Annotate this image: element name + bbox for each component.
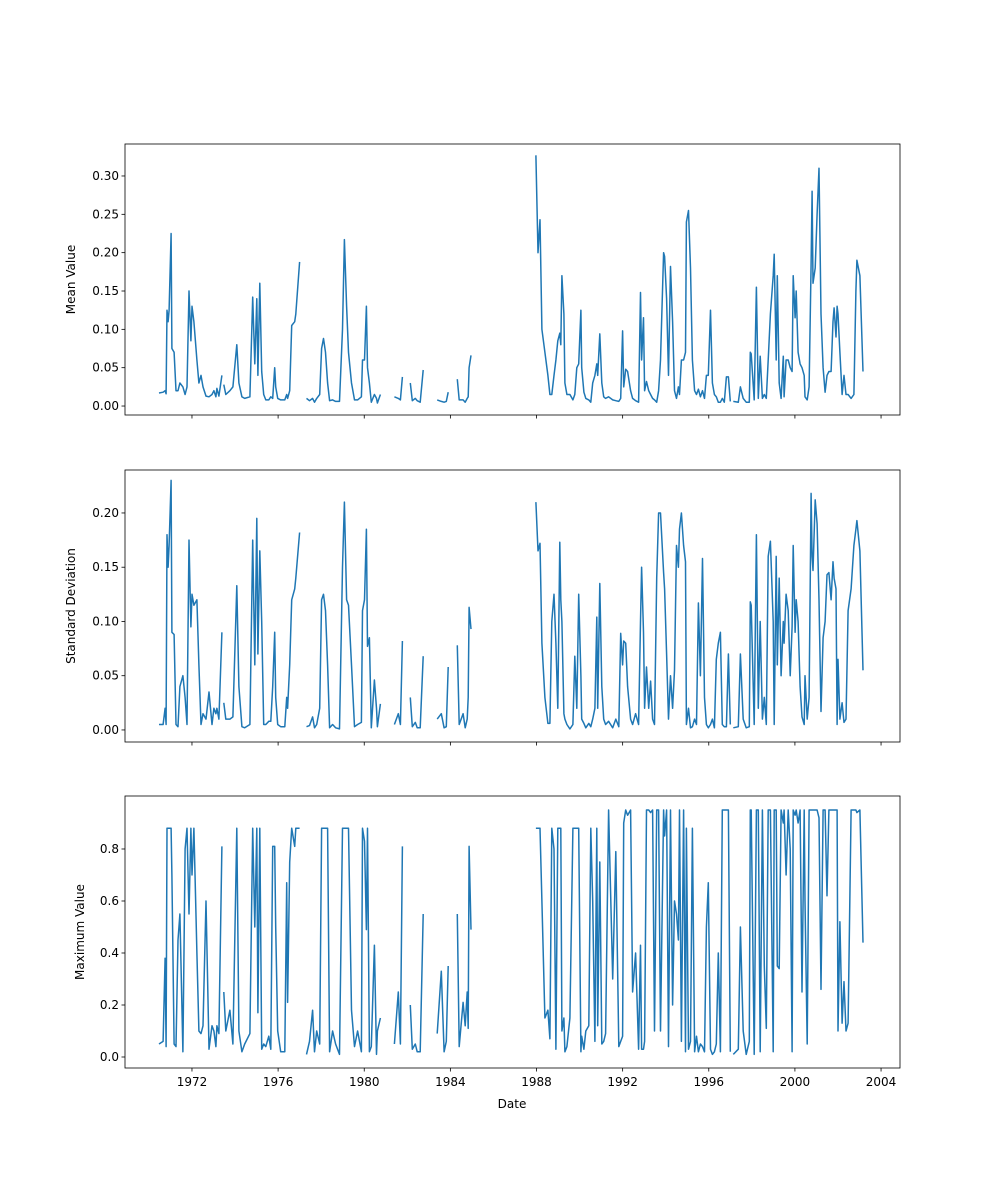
x-tick-label: 1976 (263, 1075, 294, 1089)
mean-line-segment (733, 167, 864, 403)
mean-line-segment (535, 155, 732, 403)
axes-frame (124, 143, 901, 416)
std-line-segment (409, 656, 424, 729)
max-line-segment (223, 827, 300, 1053)
x-tick-label: 1984 (435, 1075, 466, 1089)
mean-line-segment (223, 261, 301, 401)
y-tick-label: 0.10 (92, 614, 119, 628)
x-tick-label: 1980 (349, 1075, 380, 1089)
x-tick-label: 2004 (866, 1075, 897, 1089)
std-series (159, 479, 864, 730)
y-tick-label: 0.05 (92, 361, 119, 375)
mean-line-segment (158, 232, 223, 398)
axes-frame (124, 795, 901, 1069)
mean-series (158, 155, 864, 404)
y-tick-label: 0.10 (92, 322, 119, 336)
std-line-segment (733, 492, 864, 729)
x-tick-label: 1992 (607, 1075, 638, 1089)
std-line-segment (436, 666, 449, 729)
max-line-segment (158, 827, 223, 1053)
y-axis-label: Maximum Value (73, 884, 87, 980)
panel-std: 0.00 0.05 0.10 0.15 0.20 Standard Deviation (64, 469, 901, 746)
max-series (158, 809, 864, 1056)
x-tick-label: 1996 (694, 1075, 725, 1089)
max-line-segment (732, 809, 864, 1056)
mean-line-segment (456, 355, 472, 403)
x-tick-label: 1972 (177, 1075, 208, 1089)
std-line-segment (159, 479, 223, 728)
y-tick-label: 0.00 (92, 723, 119, 737)
y-tick-label: 0.15 (92, 284, 119, 298)
y-tick-label: 0.8 (100, 842, 119, 856)
std-line-segment (306, 501, 382, 730)
y-tick-label: 0.25 (92, 207, 119, 221)
y-tick-label: 0.15 (92, 560, 119, 574)
axes-frame (124, 469, 901, 743)
x-tick-label: 2000 (780, 1075, 811, 1089)
y-tick-label: 0.00 (92, 399, 119, 413)
y-tick-label: 0.30 (92, 169, 119, 183)
y-axis-label: Mean Value (64, 245, 78, 314)
std-line-segment (535, 502, 732, 730)
max-line-segment (409, 913, 424, 1053)
x-axis-label: Date (498, 1097, 527, 1111)
y-tick-label: 0.05 (92, 669, 119, 683)
mean-line-segment (394, 376, 404, 401)
max-line-segment (436, 965, 449, 1053)
std-line-segment (456, 606, 472, 729)
x-tick-label: 1988 (521, 1075, 552, 1089)
mean-line-segment (436, 392, 449, 403)
panel-mean: 0.00 0.05 0.10 0.15 0.20 0.25 0.30 Mean Value (64, 143, 901, 419)
y-tick-label: 0.20 (92, 246, 119, 260)
y-tick-label: 0.6 (100, 894, 119, 908)
std-line-segment (393, 640, 404, 726)
max-line-segment (535, 809, 732, 1056)
mean-line-segment (409, 369, 424, 403)
panel-max: 0.0 0.2 0.4 0.6 0.8 1972 1976 1980 1984 1988 1992 1… (73, 795, 901, 1089)
y-tick-label: 0.20 (92, 506, 119, 520)
y-axis-label: Standard Deviation (64, 548, 78, 664)
max-line-segment (393, 846, 404, 1045)
max-line-segment (456, 845, 472, 1048)
y-tick-label: 0.0 (100, 1050, 119, 1064)
mean-line-segment (306, 238, 382, 404)
max-line-segment (305, 827, 382, 1056)
y-tick-label: 0.2 (100, 998, 119, 1012)
std-line-segment (223, 517, 301, 729)
y-tick-label: 0.4 (100, 946, 119, 960)
